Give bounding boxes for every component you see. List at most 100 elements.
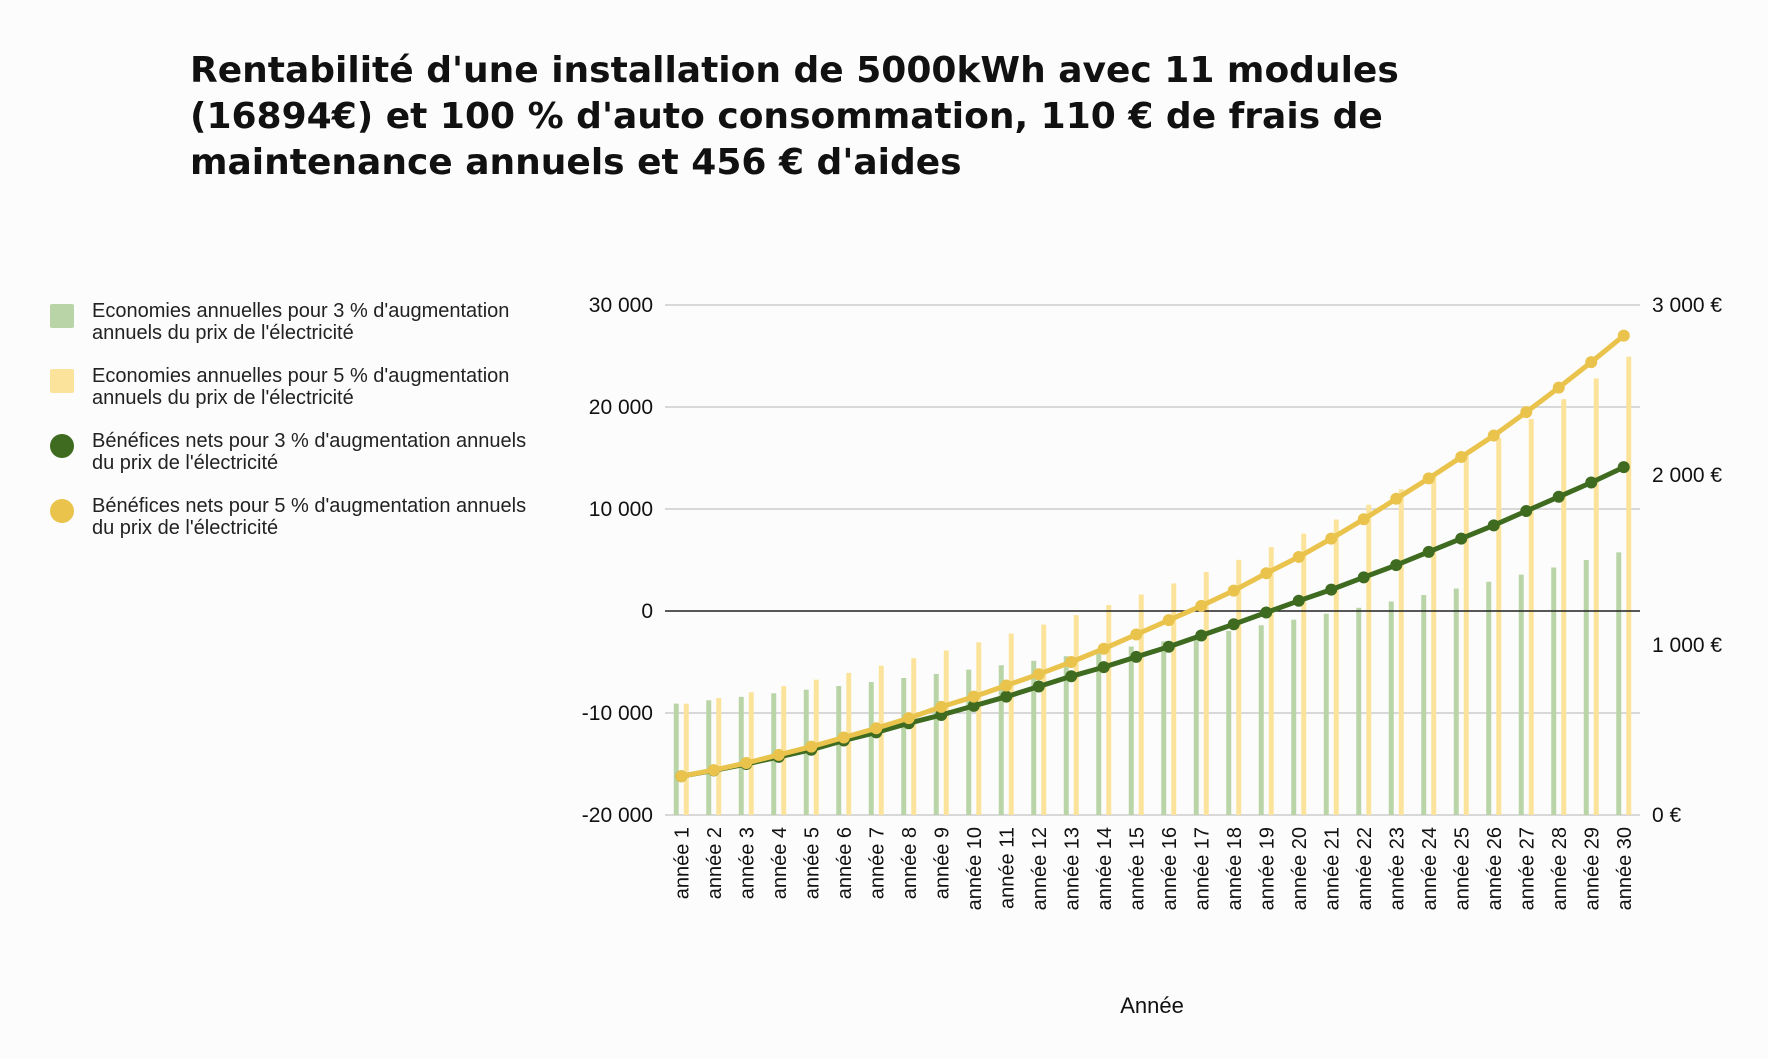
point[interactable] [837,731,850,744]
point[interactable] [805,740,818,753]
point[interactable] [1422,545,1435,558]
bar[interactable] [1268,547,1274,815]
bar[interactable] [911,658,917,815]
legend-item-profit-5[interactable]: Bénéfices nets pour 5 % d'augmentation a… [50,495,540,539]
bar[interactable] [683,703,689,815]
bar[interactable] [1463,455,1469,815]
point[interactable] [1357,571,1370,584]
point[interactable] [1292,550,1305,563]
bar[interactable] [1236,559,1242,815]
bar[interactable] [781,686,787,815]
point[interactable] [1130,628,1143,641]
bar[interactable] [1431,472,1437,815]
point[interactable] [1065,670,1078,683]
bar[interactable] [1193,636,1199,815]
point[interactable] [1325,583,1338,596]
bar[interactable] [1203,571,1209,815]
point[interactable] [1390,559,1403,572]
bar[interactable] [1616,552,1622,815]
point[interactable] [1585,356,1598,369]
point[interactable] [967,699,980,712]
point[interactable] [1455,450,1468,463]
bar[interactable] [836,685,842,815]
point[interactable] [1585,476,1598,489]
point[interactable] [1097,642,1110,655]
bar[interactable] [1496,437,1502,815]
bar[interactable] [1561,399,1567,815]
point[interactable] [1032,668,1045,681]
bar[interactable] [1073,615,1079,815]
point[interactable] [1552,490,1565,503]
bar[interactable] [1171,583,1177,815]
point[interactable] [1000,679,1013,692]
point[interactable] [1162,640,1175,653]
legend-item-savings-5[interactable]: Economies annuelles pour 5 % d'augmentat… [50,365,540,409]
bar[interactable] [1138,594,1144,815]
bar[interactable] [1583,560,1589,815]
point[interactable] [1000,690,1013,703]
bar[interactable] [1096,651,1102,815]
point[interactable] [967,690,980,703]
bar[interactable] [1008,633,1014,815]
point[interactable] [675,770,688,783]
point[interactable] [1032,680,1045,693]
bar[interactable] [738,696,744,815]
bar[interactable] [1161,641,1167,815]
bar[interactable] [868,682,874,815]
bar[interactable] [998,665,1004,815]
bar[interactable] [1626,356,1632,815]
point[interactable] [1097,661,1110,674]
bar[interactable] [1421,595,1427,815]
point[interactable] [1325,532,1338,545]
bar[interactable] [976,642,982,815]
bar[interactable] [878,665,884,815]
bar[interactable] [1398,489,1404,815]
point[interactable] [1227,618,1240,631]
bar[interactable] [1226,630,1232,815]
bar[interactable] [1323,613,1329,815]
point[interactable] [902,712,915,725]
bar[interactable] [1258,625,1264,815]
point[interactable] [1260,606,1273,619]
bar[interactable] [1031,660,1037,815]
bar[interactable] [1106,605,1112,815]
bar[interactable] [1301,533,1307,815]
point[interactable] [1130,650,1143,663]
point[interactable] [1292,594,1305,607]
point[interactable] [1487,519,1500,532]
bar[interactable] [943,650,949,815]
point[interactable] [1195,599,1208,612]
bar[interactable] [1518,574,1524,815]
bar[interactable] [1356,607,1362,815]
bar[interactable] [706,700,712,815]
point[interactable] [1260,567,1273,580]
point[interactable] [772,748,785,761]
bar[interactable] [673,703,679,815]
bar[interactable] [1366,504,1372,815]
point[interactable] [1487,429,1500,442]
point[interactable] [1455,532,1468,545]
point[interactable] [740,756,753,769]
point[interactable] [1357,513,1370,526]
bar[interactable] [1388,601,1394,815]
point[interactable] [1162,614,1175,627]
point[interactable] [1065,656,1078,668]
point[interactable] [1520,406,1533,419]
point[interactable] [1520,505,1533,518]
point[interactable] [935,700,948,713]
bar[interactable] [1551,567,1557,815]
point[interactable] [870,722,883,735]
bar[interactable] [1453,588,1459,815]
point[interactable] [1195,629,1208,642]
bar[interactable] [1486,581,1492,815]
bar[interactable] [1063,656,1069,815]
legend-item-profit-3[interactable]: Bénéfices nets pour 3 % d'augmentation a… [50,430,540,474]
point[interactable] [1227,584,1240,597]
point[interactable] [1617,461,1630,474]
bar[interactable] [748,692,754,815]
bar[interactable] [933,673,939,815]
bar[interactable] [1528,419,1534,815]
bar[interactable] [1333,519,1339,815]
bar[interactable] [901,677,907,815]
legend-item-savings-3[interactable]: Economies annuelles pour 3 % d'augmentat… [50,300,540,344]
